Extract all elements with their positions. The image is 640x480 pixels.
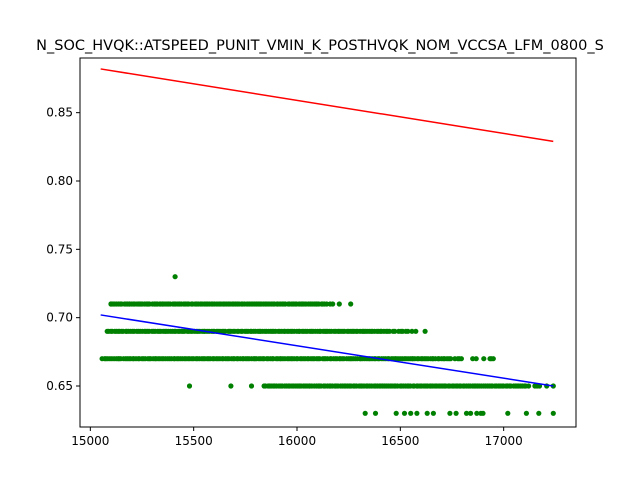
data-point — [172, 274, 178, 280]
data-point — [248, 383, 255, 389]
data-point — [362, 410, 368, 416]
data-point — [424, 410, 430, 416]
data-point — [474, 410, 480, 416]
data-point — [392, 328, 398, 334]
x-tick-label: 16000 — [278, 434, 316, 448]
data-point — [468, 410, 474, 416]
y-tick-label: 0.70 — [46, 311, 73, 325]
upper-trend-line — [100, 68, 554, 143]
data-point — [550, 410, 556, 416]
y-tick-label: 0.75 — [46, 242, 73, 256]
x-tick-label: 16500 — [381, 434, 419, 448]
data-point — [523, 410, 530, 416]
y-tick-label: 0.65 — [46, 379, 73, 393]
data-point — [505, 410, 511, 416]
x-tick-label: 15500 — [175, 434, 213, 448]
data-point — [453, 410, 459, 416]
data-point — [430, 410, 436, 416]
data-point — [393, 410, 399, 416]
data-point — [422, 328, 428, 334]
data-point — [550, 383, 556, 389]
x-tick-label: 15000 — [71, 434, 109, 448]
data-point — [228, 383, 234, 389]
data-point — [386, 328, 393, 334]
data-point — [409, 328, 415, 334]
data-point — [405, 328, 411, 334]
data-point — [186, 383, 193, 389]
data-point — [490, 356, 496, 362]
data-point — [526, 383, 532, 389]
data-point — [480, 410, 486, 416]
data-point — [330, 301, 336, 307]
y-tick-label: 0.80 — [46, 174, 73, 188]
y-tick-label: 0.85 — [46, 106, 73, 120]
data-point — [414, 410, 420, 416]
data-point — [463, 410, 470, 416]
fit-trend-line — [100, 314, 554, 387]
data-point — [536, 410, 542, 416]
data-point — [336, 301, 342, 307]
data-point — [448, 356, 454, 362]
data-point — [481, 356, 487, 362]
data-point — [447, 410, 453, 416]
data-point — [372, 410, 379, 416]
chart-title: N_SOC_HVQK::ATSPEED_PUNIT_VMIN_K_POSTHVQ… — [36, 38, 604, 54]
data-point — [473, 356, 479, 362]
x-tick-label: 17000 — [485, 434, 523, 448]
plot-frame — [79, 57, 577, 428]
data-point — [413, 328, 419, 334]
data-point — [348, 301, 354, 307]
data-point — [408, 410, 414, 416]
data-point — [401, 410, 408, 416]
data-point — [458, 356, 464, 362]
